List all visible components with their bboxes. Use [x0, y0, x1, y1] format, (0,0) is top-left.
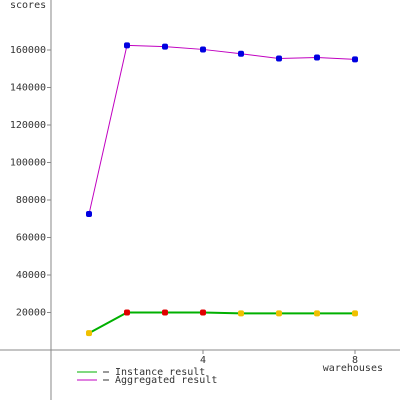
legend-label: Aggregated result — [115, 375, 217, 386]
point — [200, 309, 207, 316]
point — [352, 310, 359, 317]
y-tick-label: 100000 — [10, 158, 46, 169]
x-axis-label: warehouses — [323, 363, 383, 374]
point — [85, 330, 92, 337]
series-line — [88, 311, 356, 335]
y-tick-label: 40000 — [16, 270, 46, 281]
point — [314, 310, 321, 317]
y-tick-label: 120000 — [10, 120, 46, 131]
point — [123, 309, 130, 316]
point — [200, 46, 207, 53]
point — [162, 43, 169, 50]
point — [276, 310, 283, 317]
y-axis-label: scores — [10, 0, 46, 11]
point — [123, 42, 130, 49]
point — [314, 54, 321, 61]
y-tick-label: 160000 — [10, 45, 46, 56]
point — [85, 211, 92, 218]
legend-label: Instance result — [115, 367, 205, 378]
x-tick-label: 8 — [352, 355, 358, 366]
point — [238, 50, 245, 57]
x-tick-label: 4 — [200, 355, 206, 366]
y-tick-label: 80000 — [16, 195, 46, 206]
y-tick-label: 60000 — [16, 232, 46, 243]
point — [352, 56, 359, 63]
point — [162, 309, 169, 316]
point — [276, 55, 283, 62]
point — [238, 310, 245, 317]
y-tick-label: 140000 — [10, 83, 46, 94]
y-tick-label: 20000 — [16, 307, 46, 318]
series-line — [88, 44, 356, 215]
